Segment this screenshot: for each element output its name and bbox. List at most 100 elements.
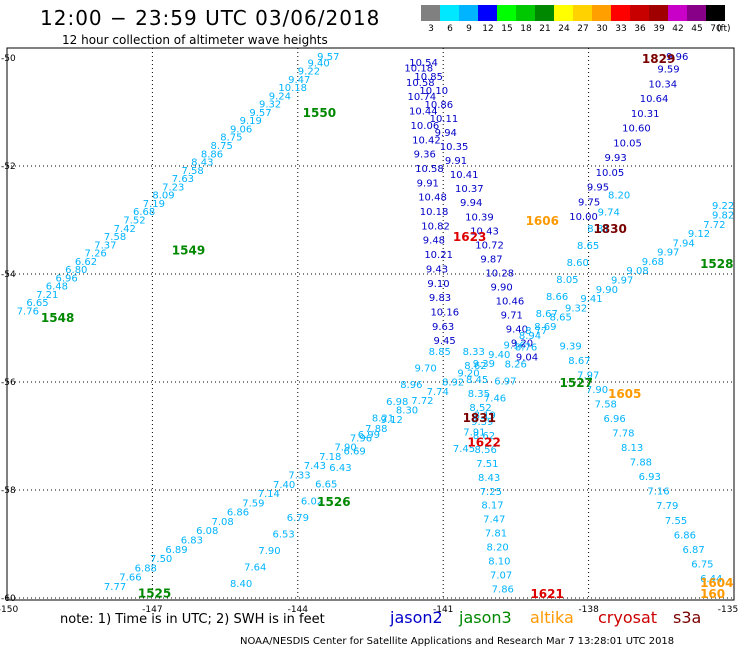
wave-height-value: 7.58 <box>181 166 203 177</box>
wave-height-value: 6.80 <box>65 265 87 276</box>
wave-height-value: 8.19 <box>474 410 496 421</box>
satellite-name-jason3: jason3 <box>459 608 512 627</box>
wave-height-value: 8.96 <box>400 380 422 391</box>
legend-label: 39 <box>653 24 665 34</box>
wave-height-value: 7.77 <box>104 582 126 593</box>
wave-height-value: 9.82 <box>712 210 734 221</box>
lon-label: -150 <box>0 605 18 615</box>
wave-height-value: 9.39 <box>473 359 495 370</box>
wave-height-value: 10.18 <box>278 83 307 94</box>
wave-height-value: 6.48 <box>46 282 68 293</box>
legend-swatch <box>535 5 554 21</box>
pass-number-label: 160 <box>700 587 725 601</box>
lon-label: -147 <box>142 605 162 615</box>
wave-height-value: 6.65 <box>315 480 337 491</box>
wave-height-value: 10.05 <box>613 138 642 149</box>
wave-height-value: 9.39 <box>471 417 493 428</box>
wave-height-value: 7.79 <box>656 501 678 512</box>
satellite-name-cryosat: cryosat <box>598 608 658 627</box>
pass-number-label: 1606 <box>526 214 559 228</box>
wave-height-value: 10.10 <box>419 86 448 97</box>
legend-swatch <box>573 5 592 21</box>
pass-number-label: 1829 <box>642 52 675 66</box>
legend-label: 27 <box>577 24 589 34</box>
wave-height-value: 8.21 <box>372 413 394 424</box>
wave-height-value: 9.96 <box>666 52 688 63</box>
legend-unit: (ft) <box>717 24 731 34</box>
wave-height-value: 8.45 <box>466 375 488 386</box>
legend-label: 3 <box>428 24 434 34</box>
wave-height-value: 9.06 <box>230 124 252 135</box>
wave-height-value: 6.99 <box>358 430 380 441</box>
wave-height-value: 7.58 <box>104 232 126 243</box>
wave-height-value: 9.48 <box>423 236 445 247</box>
wave-height-value: 10.00 <box>569 212 598 223</box>
wave-height-value: 10.58 <box>406 78 435 89</box>
wave-height-value: 8.75 <box>220 133 242 144</box>
wave-height-value: 7.90 <box>334 443 356 454</box>
pass-number-label: 1548 <box>41 311 74 325</box>
pass-number-label: 1528 <box>700 257 733 271</box>
wave-height-value: 10.18 <box>404 64 433 75</box>
wave-height-value: 10.72 <box>475 240 504 251</box>
legend-swatch <box>592 5 611 21</box>
credit-line: NOAA/NESDIS Center for Satellite Applica… <box>240 636 675 647</box>
wave-height-value: 9.40 <box>307 58 329 69</box>
wave-height-value: 10.41 <box>450 170 479 181</box>
wave-height-value: 10.85 <box>414 72 443 83</box>
wave-height-value: 6.69 <box>343 447 365 458</box>
wave-height-value: 10.35 <box>440 142 469 153</box>
legend-label: 6 <box>447 24 453 34</box>
wave-height-value: 8.17 <box>481 501 503 512</box>
wave-height-value: 8.20 <box>487 543 509 554</box>
wave-height-value: 8.56 <box>475 445 497 456</box>
wave-height-value: 8.81 <box>587 224 609 235</box>
wave-height-value: 9.10 <box>427 279 449 290</box>
wave-height-value: 8.43 <box>478 473 500 484</box>
wave-height-value: 10.64 <box>640 94 669 105</box>
wave-height-value: 7.55 <box>665 516 687 527</box>
wave-height-value: 6.75 <box>691 559 713 570</box>
wave-height-value: 8.75 <box>211 141 233 152</box>
wave-height-value: 6.88 <box>135 563 157 574</box>
wave-height-value: 6.83 <box>181 535 203 546</box>
wave-height-value: 9.59 <box>657 65 679 76</box>
axis-labels: -150 -147 -144 -141 -138 -135 -50 -52 -54 -56 -58 -… <box>0 54 738 615</box>
wave-height-value: 9.87 <box>480 254 502 265</box>
pass-number-label: 1525 <box>138 587 171 601</box>
footnote: note: 1) Time is in UTC; 2) SWH is in fe… <box>60 612 325 627</box>
wave-height-value: 8.62 <box>464 361 486 372</box>
wave-height-value: 8.60 <box>567 258 589 269</box>
wave-height-value: 7.14 <box>258 489 280 500</box>
wave-height-value: 10.86 <box>425 100 454 111</box>
wave-height-value: 9.83 <box>429 293 451 304</box>
wave-height-value: 9.08 <box>626 266 648 277</box>
satellite-name-altika: altika <box>530 608 574 627</box>
lat-label: -60 <box>1 594 16 604</box>
wave-height-value: 8.65 <box>550 313 572 324</box>
wave-height-value: 6.43 <box>329 463 351 474</box>
wave-height-value: 8.76 <box>515 343 537 354</box>
legend-swatch <box>687 5 706 21</box>
legend-label: 33 <box>615 24 627 34</box>
wave-height-value: 10.54 <box>409 58 438 69</box>
wave-height-value: 10.46 <box>496 296 525 307</box>
pass-number-label: 1605 <box>608 387 641 401</box>
pass-number-label: 1550 <box>303 106 336 120</box>
wave-height-value: 6.98 <box>386 397 408 408</box>
wave-height-value: 6.93 <box>639 472 661 483</box>
wave-height-value: 8.05 <box>556 275 578 286</box>
legend-swatch <box>516 5 535 21</box>
wave-height-value: 10.28 <box>485 268 514 279</box>
wave-height-value: 9.32 <box>259 100 281 111</box>
wave-height-value: 9.63 <box>432 322 454 333</box>
satellite-name-jason2: jason2 <box>390 608 443 627</box>
wave-height-value: 9.90 <box>491 282 513 293</box>
legend-swatch <box>478 5 497 21</box>
wave-height-value: 8.13 <box>621 443 643 454</box>
legend-swatch <box>630 5 649 21</box>
wave-height-value: 8.52 <box>469 403 491 414</box>
pass-labels: 1550 1549 1548 1528 1527 1526 1525 1829 1830 1831… <box>41 52 734 601</box>
legend-swatch <box>554 5 573 21</box>
wave-height-value: 7.45 <box>453 444 475 455</box>
